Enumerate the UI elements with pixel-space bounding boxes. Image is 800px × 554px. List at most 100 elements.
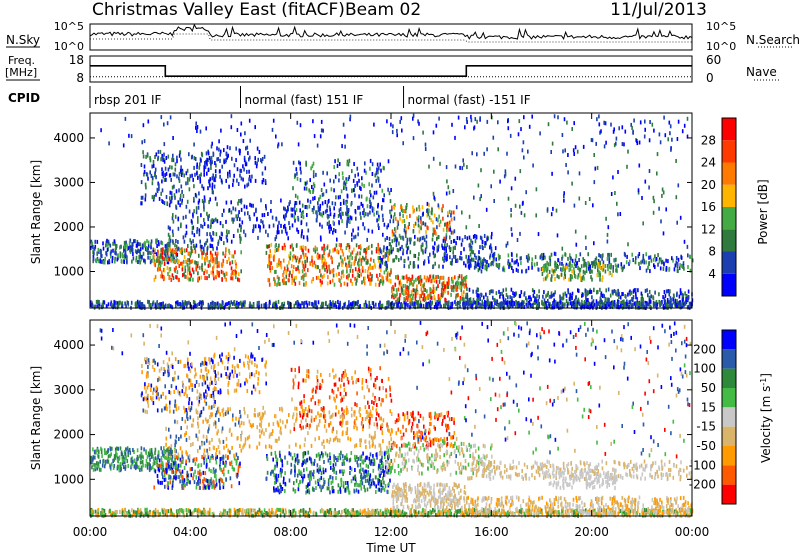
power-cell [403,264,406,269]
power-cell [471,257,474,262]
power-cell [215,163,217,168]
power-cell [383,222,386,227]
power-cell [329,207,331,212]
power-cell [485,207,488,212]
power-cell [209,244,212,248]
power-cell [420,293,422,298]
power-cell [506,300,509,305]
power-cell [392,292,394,297]
power-cell [478,304,481,309]
power-cell [265,304,268,309]
power-cell [301,247,303,252]
power-cell [127,246,130,251]
power-cell [481,302,484,307]
power-cell [163,261,166,266]
power-cell [577,288,579,293]
power-cell [575,295,577,300]
power-cell [624,253,626,258]
power-cell [178,277,180,282]
power-cell [395,288,398,293]
power-cell [141,195,144,200]
power-cell [617,289,620,294]
power-cell [377,277,379,282]
power-cell [589,290,591,295]
power-cell [638,261,640,266]
power-cell [220,237,223,241]
power-cell [554,277,556,281]
power-cell [248,157,250,162]
power-cell [456,280,459,285]
velocity-cell [355,510,358,515]
power-cell [399,119,401,124]
power-cell [111,303,113,308]
power-cell [670,147,672,152]
y-tick-label: 1000 [53,264,84,278]
power-cell [143,258,145,263]
power-cell [175,189,178,194]
power-cell [426,201,429,206]
power-cell [343,186,345,191]
power-cell [455,287,457,292]
power-cell [493,254,495,258]
power-cell [660,260,663,265]
power-cell [322,170,324,175]
power-cell [191,259,194,264]
power-cell [137,248,139,253]
power-cell [451,287,453,292]
power-cell [160,157,162,162]
power-cell [320,119,323,124]
power-cell [273,304,276,308]
power-cell [665,289,668,294]
power-cell [466,301,469,306]
power-cell [508,300,511,305]
power-cell [168,303,170,308]
power-cell [407,293,409,298]
power-cell [582,144,585,149]
power-cell [288,304,290,309]
power-cell [278,243,280,248]
power-cell [247,211,249,216]
power-cell [374,173,376,178]
power-cell [174,249,177,253]
power-cell [404,298,407,303]
power-cell [325,261,328,266]
power-cell [414,301,416,306]
power-cell [349,268,352,273]
power-cell [172,158,175,163]
power-cell [147,244,150,249]
power-cell [188,258,191,263]
power-cell [564,302,566,307]
power-cell [277,144,279,149]
power-cell [233,302,236,307]
power-cell [188,209,191,214]
power-cell [211,186,214,190]
power-cell [261,213,264,218]
power-cell [206,251,208,256]
power-cell [646,302,648,307]
power-cell [213,218,215,223]
power-cell [162,200,164,204]
power-cell [390,214,392,219]
power-cell [259,228,261,233]
power-cell [168,243,171,247]
power-cell [172,153,174,158]
power-cell [668,120,671,125]
power-cell [523,213,526,218]
power-cell [314,245,317,250]
power-cell [390,244,392,249]
power-cell [358,205,361,210]
power-cell [139,305,141,310]
power-cell [414,291,417,296]
power-cell [356,181,358,186]
power-cell [167,271,169,276]
power-cell [581,276,584,281]
power-cell [382,279,385,284]
power-cell [460,297,463,302]
power-cell [422,250,424,255]
power-cell [291,257,294,262]
power-cell [541,272,544,276]
power-cell [128,133,130,138]
power-cell [446,257,448,262]
power-cell [678,294,681,299]
power-cell [351,302,354,307]
